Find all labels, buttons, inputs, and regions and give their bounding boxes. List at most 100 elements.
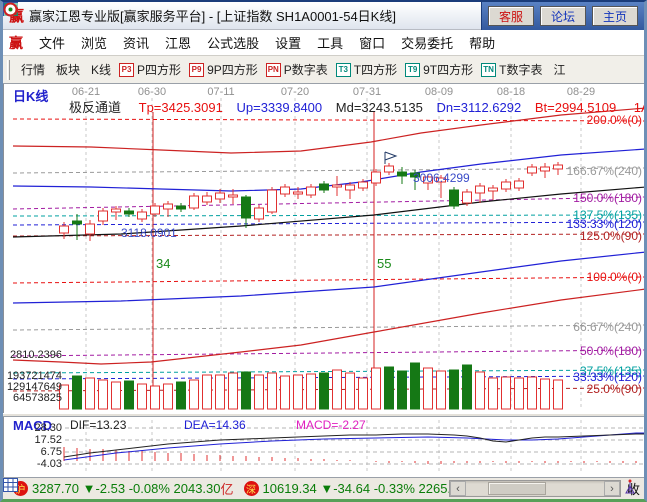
candle-body bbox=[345, 184, 355, 191]
kline-chart-area[interactable]: 日K线 06-21 06-30 07-11 07-20 07-31 08-09 08-18 0… bbox=[3, 84, 644, 413]
scale-label: 2810.2396 bbox=[10, 349, 62, 361]
toolbar-item-9[interactable]: 江 bbox=[3, 2, 569, 80]
date-label: 08-09 bbox=[424, 86, 454, 98]
scrollbar-thumb[interactable] bbox=[488, 482, 546, 495]
menu-item-8[interactable]: 交易委托 bbox=[401, 36, 454, 51]
channel-line bbox=[12, 288, 644, 365]
candle-body bbox=[98, 210, 108, 222]
toolbar-item-label: K线 bbox=[91, 63, 112, 77]
toolbar-item-label: T数字表 bbox=[499, 63, 543, 77]
level-label: 166.67%(240) bbox=[566, 164, 642, 178]
panel-splitter[interactable] bbox=[3, 413, 644, 417]
candle-body bbox=[371, 171, 381, 184]
scroll-left-button[interactable]: ‹ bbox=[450, 481, 466, 496]
volume-bar bbox=[397, 370, 407, 410]
macd-canvas[interactable] bbox=[4, 417, 644, 477]
candle-body bbox=[553, 164, 563, 170]
candle-body bbox=[514, 180, 524, 189]
date-label: 07-11 bbox=[207, 86, 235, 98]
toolbar-badge-icon: TN bbox=[481, 62, 497, 77]
toolbar-item-5[interactable]: PN P数字表 bbox=[262, 59, 332, 80]
volume-bar bbox=[332, 369, 342, 410]
toolbar-item-2[interactable]: K线 bbox=[4, 3, 115, 80]
toolbar-item-0[interactable]: 行情 bbox=[3, 2, 49, 80]
toolbar-item-4[interactable]: P9 9P四方形 bbox=[185, 59, 262, 80]
level-label: 125.0%(90) bbox=[579, 229, 642, 243]
level-label: 100.0%(0) bbox=[586, 270, 642, 284]
toolbar-item-6[interactable]: T3 T四方形 bbox=[332, 59, 401, 80]
toolbar-badge-icon: T3 bbox=[335, 62, 351, 77]
candle-body bbox=[319, 183, 329, 191]
toolbar-item-3[interactable]: P3 P四方形 bbox=[115, 59, 185, 80]
shenzhen-index-quote[interactable]: 10619.34 ▼-34.64 -0.33% 2265.90 bbox=[262, 481, 466, 496]
volume-bar bbox=[371, 367, 381, 410]
toolbar-badge-icon: T9 bbox=[405, 62, 421, 77]
volume-bar bbox=[527, 376, 537, 410]
menu-item-2[interactable]: 资讯 bbox=[123, 36, 150, 51]
toolbar-item-label: P数字表 bbox=[283, 63, 328, 77]
candle-body bbox=[124, 210, 134, 215]
candle-body bbox=[332, 184, 342, 188]
channel-level-line bbox=[12, 369, 644, 374]
scale-label: 193721474 bbox=[6, 370, 62, 382]
dea-line bbox=[63, 432, 644, 461]
candle-body bbox=[228, 194, 238, 198]
shanghai-unit: 亿 bbox=[220, 482, 234, 497]
menu-item-3[interactable]: 江恩 bbox=[165, 36, 192, 51]
volume-bar bbox=[150, 385, 160, 410]
channel-level-line bbox=[12, 324, 644, 331]
shanghai-index-quote[interactable]: 3287.70 ▼-2.53 -0.08% 2043.30 bbox=[32, 481, 221, 496]
volume-bar bbox=[514, 377, 524, 410]
toolbar-item-1[interactable]: 板块 bbox=[4, 3, 84, 80]
menu-item-7[interactable]: 窗口 bbox=[359, 36, 386, 51]
candle-body bbox=[202, 195, 212, 203]
channel-tp-value: Tp=3425.3091 bbox=[138, 100, 223, 115]
channel-up-value: Up=3339.8400 bbox=[236, 100, 323, 115]
candle-body bbox=[475, 185, 485, 194]
candle-body bbox=[215, 192, 225, 200]
horizontal-scrollbar[interactable]: ‹ › bbox=[449, 480, 621, 497]
toolbar-item-8[interactable]: TN T数字表 bbox=[477, 59, 546, 80]
candle-body bbox=[397, 171, 407, 177]
title-button-2[interactable]: 主页 bbox=[592, 6, 638, 26]
candle-body bbox=[423, 176, 433, 184]
macd-panel[interactable]: MACD DIF=13.23 DEA=14.36 MACD=-2.27 28.3… bbox=[3, 417, 644, 477]
toolbar-item-label: P四方形 bbox=[137, 63, 182, 77]
volume-bar bbox=[124, 380, 134, 410]
volume-bar bbox=[501, 376, 511, 410]
scale-label: 129147649 bbox=[6, 381, 62, 393]
menu-item-4[interactable]: 公式选股 bbox=[207, 36, 260, 51]
volume-bar bbox=[436, 370, 446, 410]
level-label: 150.0%(180) bbox=[573, 191, 642, 205]
menu-item-1[interactable]: 浏览 bbox=[81, 36, 108, 51]
menu-items: 文件 浏览 资讯 江恩 公式选股 设置 工具 窗口 交易委托 帮助 bbox=[31, 30, 503, 55]
toolbar-grip[interactable] bbox=[7, 59, 10, 80]
chart-annotation: 55 bbox=[377, 256, 392, 271]
date-label: 07-20 bbox=[280, 86, 310, 98]
volume-bar bbox=[59, 384, 69, 410]
channel-line bbox=[12, 148, 644, 192]
title-button-1[interactable]: 论坛 bbox=[540, 6, 586, 26]
channel-level-line bbox=[12, 375, 644, 380]
scale-label: 64573825 bbox=[13, 392, 62, 404]
candle-body bbox=[111, 208, 121, 213]
toolbar-item-label: 板块 bbox=[56, 63, 81, 77]
menu-item-6[interactable]: 工具 bbox=[317, 36, 344, 51]
channel-level-line bbox=[12, 233, 644, 237]
menu-item-5[interactable]: 设置 bbox=[275, 36, 302, 51]
menu-item-9[interactable]: 帮助 bbox=[469, 36, 496, 51]
level-label: 33.33%(120) bbox=[573, 370, 642, 384]
channel-level-line bbox=[12, 349, 644, 357]
scroll-right-button[interactable]: › bbox=[604, 481, 620, 496]
channel-line bbox=[12, 251, 644, 304]
kline-chart-canvas[interactable] bbox=[4, 84, 644, 413]
candle-body bbox=[59, 225, 69, 234]
toolbar-item-7[interactable]: T9 9T四方形 bbox=[401, 59, 477, 80]
title-button-0[interactable]: 客服 bbox=[488, 6, 534, 26]
volume-bar bbox=[228, 372, 238, 410]
level-label: 37.5%(135) bbox=[579, 364, 642, 378]
menu-item-0[interactable]: 文件 bbox=[39, 36, 66, 51]
level-label: 50.0%(180) bbox=[579, 344, 642, 358]
volume-bar bbox=[540, 378, 550, 410]
